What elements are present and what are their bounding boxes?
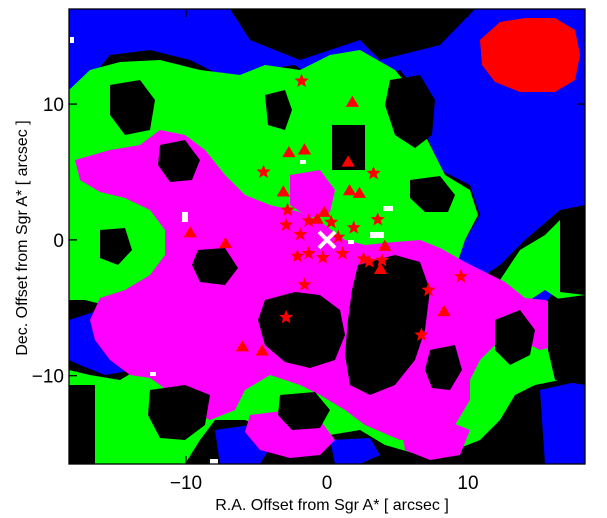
triangle-marker-5 <box>352 186 367 198</box>
star-markers <box>256 73 469 342</box>
triangle-marker-13 <box>235 340 250 352</box>
triangle-marker-15 <box>276 185 290 197</box>
star-marker-10 <box>331 229 346 244</box>
star-marker-9 <box>346 220 361 234</box>
white-pixels <box>70 37 393 464</box>
star-marker-15 <box>290 248 305 263</box>
triangle-marker-8 <box>183 226 197 238</box>
triangle-marker-0 <box>345 95 360 107</box>
star-marker-22 <box>414 327 429 342</box>
triangle-marker-4 <box>342 184 357 196</box>
triangle-marker-7 <box>310 212 324 224</box>
x-tick-label-1: 0 <box>322 473 333 494</box>
triangle-marker-6 <box>317 205 331 217</box>
y-tick-label-2: −10 <box>32 367 64 388</box>
black-holes <box>69 75 585 464</box>
star-marker-13 <box>362 254 377 268</box>
triangle-markers <box>183 95 451 356</box>
star-marker-17 <box>315 250 330 264</box>
star-marker-19 <box>297 277 312 291</box>
triangle-marker-11 <box>373 262 388 274</box>
star-marker-0 <box>294 73 309 88</box>
star-marker-20 <box>421 282 436 297</box>
star-marker-2 <box>366 165 381 180</box>
center-cross-b <box>317 230 337 250</box>
star-marker-14 <box>374 252 390 267</box>
plot-area <box>69 9 585 464</box>
star-marker-8 <box>370 212 385 226</box>
y-axis: 10 0 −10 <box>32 95 585 388</box>
star-marker-11 <box>335 245 350 260</box>
triangle-marker-14 <box>255 344 269 356</box>
y-tick-label-1: 0 <box>53 231 64 252</box>
star-marker-4 <box>301 213 316 227</box>
triangle-marker-2 <box>282 145 296 158</box>
x-axis-title: R.A. Offset from Sgr A* [ arcsec ] <box>215 497 449 514</box>
center-marker <box>317 230 337 250</box>
x-tick-label-2: 10 <box>457 473 478 494</box>
y-axis-title: Dec. Offset from Sgr A* [ arcsec ] <box>14 120 31 355</box>
triangle-marker-9 <box>218 236 233 249</box>
red-regions <box>480 18 580 92</box>
triangle-marker-12 <box>437 304 451 317</box>
x-axis: −10 0 10 <box>170 9 479 494</box>
star-marker-16 <box>301 245 316 260</box>
star-marker-5 <box>278 217 294 232</box>
triangle-marker-3 <box>341 155 355 167</box>
triangle-marker-10 <box>378 239 392 251</box>
star-marker-21 <box>278 309 294 324</box>
star-marker-18 <box>453 269 469 283</box>
star-marker-12 <box>356 251 371 265</box>
star-marker-7 <box>293 226 308 241</box>
y-tick-label-0: 10 <box>43 95 64 116</box>
star-marker-6 <box>324 214 339 229</box>
x-tick-label-0: −10 <box>170 473 202 494</box>
star-marker-3 <box>280 202 295 217</box>
triangle-marker-1 <box>297 143 312 155</box>
star-marker-1 <box>256 164 271 179</box>
